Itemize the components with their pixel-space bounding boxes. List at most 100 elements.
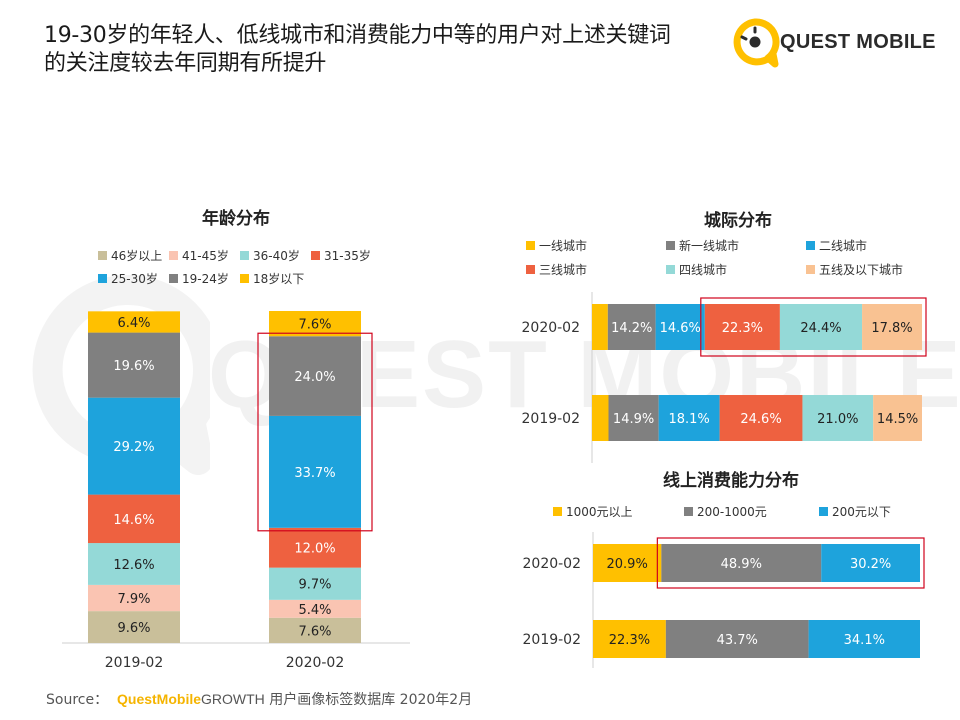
age-bar-label-2019-02-1: 7.9% <box>117 592 150 607</box>
spend-legend-swatch-2 <box>819 507 828 516</box>
age-bar-label-2019-02-0: 9.6% <box>117 621 150 636</box>
age-bar-2020-02-seg-6 <box>269 311 361 337</box>
age-bar-2019-02-seg-1 <box>88 584 180 612</box>
city-bar-2020-02-seg-0 <box>592 304 608 350</box>
age-legend-swatch-0 <box>98 251 107 260</box>
age-bar-label-2019-02-2: 12.6% <box>113 558 154 573</box>
age-bar-2020-02-seg-4 <box>269 415 361 528</box>
age-bar-label-2020-02-0: 7.6% <box>298 624 331 639</box>
age-bar-2019-02-seg-0 <box>88 611 180 643</box>
age-legend-label-5: 19-24岁 <box>182 271 229 286</box>
source-brand: QuestMobile <box>117 691 202 707</box>
spend-bar-2020-02-seg-2 <box>821 544 920 582</box>
city-bar-2019-02-seg-4 <box>802 395 874 441</box>
age-xtick-2019-02: 2019-02 <box>105 655 164 671</box>
spend-ytick-2019-02: 2019-02 <box>523 632 582 648</box>
city-bar-label-2020-02-4: 24.4% <box>800 321 841 336</box>
age-legend-swatch-6 <box>240 274 249 283</box>
city-legend-swatch-5 <box>806 265 815 274</box>
age-legend-swatch-4 <box>98 274 107 283</box>
city-chart-title: 城际分布 <box>704 210 772 231</box>
spend-legend-label-1: 200-1000元 <box>697 505 767 519</box>
age-legend-label-6: 18岁以下 <box>253 271 304 286</box>
spend-bar-label-2020-02-2: 30.2% <box>850 557 891 572</box>
source-growth: GROWTH <box>201 691 265 707</box>
city-legend-swatch-2 <box>806 241 815 250</box>
city-bar-label-2020-02-2: 14.6% <box>660 321 701 336</box>
page-title: 19-30岁的年轻人、低线城市和消费能力中等的用户对上述关键词 的关注度较去年同… <box>44 22 671 78</box>
city-bar-label-2020-02-1: 14.2% <box>611 321 652 336</box>
city-bar-2020-02-seg-1 <box>607 304 656 350</box>
age-legend-swatch-3 <box>311 251 320 260</box>
city-bar-label-2019-02-5: 14.5% <box>877 412 918 427</box>
questmobile-logo: QUEST MOBILE <box>728 14 936 72</box>
city-legend-label-5: 五线及以下城市 <box>819 262 903 277</box>
spend-bar-label-2020-02-0: 20.9% <box>607 557 648 572</box>
spend-bar-label-2019-02-2: 34.1% <box>844 633 885 648</box>
age-bar-label-2020-02-5: 24.0% <box>294 370 335 385</box>
source-rest: 用户画像标签数据库 2020年2月 <box>264 692 473 708</box>
spend-highlight-box <box>656 537 925 589</box>
city-ytick-2020-02: 2020-02 <box>522 320 581 336</box>
city-legend-swatch-3 <box>526 265 535 274</box>
age-bar-label-2019-02-6: 6.4% <box>117 316 150 331</box>
city-legend-label-2: 二线城市 <box>819 238 867 253</box>
age-bar-label-2019-02-3: 14.6% <box>113 513 154 528</box>
city-bar-2019-02-seg-3 <box>719 395 803 441</box>
city-legend-label-0: 一线城市 <box>539 238 587 253</box>
city-bar-2020-02-seg-4 <box>779 304 863 350</box>
age-chart-title: 年龄分布 <box>202 208 270 229</box>
age-legend-swatch-5 <box>169 274 178 283</box>
age-legend-label-0: 46岁以上 <box>111 248 162 263</box>
age-bar-2019-02-seg-4 <box>88 397 180 495</box>
spend-bar-label-2020-02-1: 48.9% <box>721 557 762 572</box>
spend-legend-label-2: 200元以下 <box>832 505 891 519</box>
city-bar-2019-02-seg-2 <box>658 395 720 441</box>
questmobile-logo-icon <box>733 18 780 68</box>
age-bar-label-2020-02-2: 9.7% <box>298 578 331 593</box>
city-bar-label-2019-02-2: 18.1% <box>668 412 709 427</box>
age-legend-label-2: 36-40岁 <box>253 248 300 263</box>
source-prefix: Source： <box>46 692 109 708</box>
city-bar-label-2020-02-3: 22.3% <box>722 321 763 336</box>
city-highlight-box <box>700 297 927 357</box>
age-bar-label-2020-02-1: 5.4% <box>298 603 331 618</box>
spend-bar-label-2019-02-0: 22.3% <box>609 633 650 648</box>
age-bar-label-2020-02-4: 33.7% <box>294 466 335 481</box>
page-title-line-2: 的关注度较去年同期有所提升 <box>44 51 327 76</box>
city-legend-swatch-4 <box>666 265 675 274</box>
age-bar-2019-02-seg-5 <box>88 332 180 398</box>
age-bar-label-2019-02-4: 29.2% <box>113 440 154 455</box>
city-bar-2020-02-seg-5 <box>862 304 922 350</box>
spend-bar-2019-02-seg-1 <box>665 620 809 658</box>
logo-text: QUEST MOBILE <box>780 31 936 53</box>
age-bar-2020-02-seg-3 <box>269 527 361 568</box>
city-bar-label-2020-02-5: 17.8% <box>871 321 912 336</box>
city-bar-2019-02-seg-0 <box>592 395 609 441</box>
city-legend-label-3: 三线城市 <box>539 262 587 277</box>
spend-bar-2020-02-seg-0 <box>593 544 662 582</box>
spend-ytick-2020-02: 2020-02 <box>523 556 582 572</box>
spend-legend-swatch-1 <box>684 507 693 516</box>
age-bar-2019-02-seg-2 <box>88 543 180 585</box>
city-bar-label-2019-02-1: 14.9% <box>613 412 654 427</box>
spend-legend-swatch-0 <box>553 507 562 516</box>
age-legend-swatch-2 <box>240 251 249 260</box>
age-legend-swatch-1 <box>169 251 178 260</box>
city-bar-label-2019-02-3: 24.6% <box>740 412 781 427</box>
age-bar-label-2020-02-6: 7.6% <box>298 318 331 333</box>
age-bar-2019-02-seg-6 <box>88 311 180 333</box>
age-bar-2020-02-seg-5 <box>269 336 361 416</box>
city-bar-2019-02-seg-1 <box>608 395 659 441</box>
city-legend-label-4: 四线城市 <box>679 262 727 277</box>
city-bar-label-2019-02-4: 21.0% <box>817 412 858 427</box>
age-bar-2020-02-seg-1 <box>269 599 361 618</box>
city-legend-label-1: 新一线城市 <box>679 238 739 253</box>
city-legend-swatch-0 <box>526 241 535 250</box>
city-bar-2020-02-seg-3 <box>704 304 780 350</box>
age-bar-2020-02-seg-2 <box>269 567 361 600</box>
city-legend-swatch-1 <box>666 241 675 250</box>
age-bar-label-2020-02-3: 12.0% <box>294 542 335 557</box>
spend-bar-2020-02-seg-1 <box>661 544 822 582</box>
